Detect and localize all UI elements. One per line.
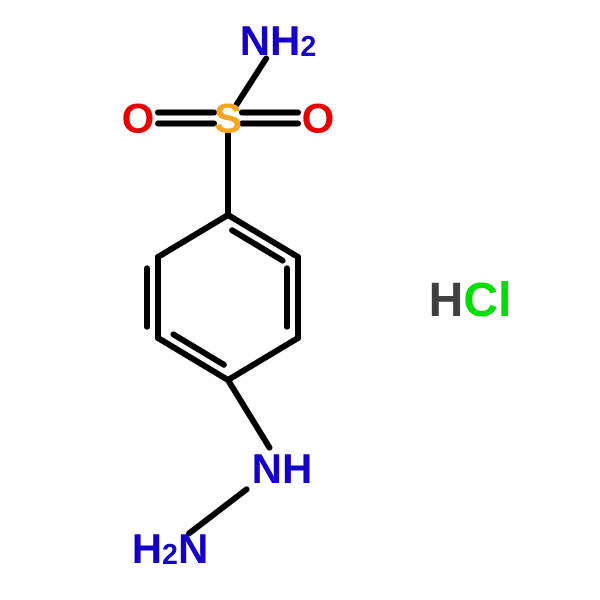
oxygen-left-label: O bbox=[122, 95, 155, 142]
amino-bottom-label: H2N bbox=[132, 525, 209, 572]
sulfur-label: S bbox=[214, 95, 242, 142]
oxygen-right-label: O bbox=[302, 95, 335, 142]
hcl-label: HCl bbox=[429, 274, 512, 327]
amino-top-label: NH2 bbox=[240, 17, 317, 64]
chemical-structure: NH2 S O O NH H2N HCl bbox=[0, 0, 600, 600]
nh-middle-label: NH bbox=[252, 445, 313, 492]
